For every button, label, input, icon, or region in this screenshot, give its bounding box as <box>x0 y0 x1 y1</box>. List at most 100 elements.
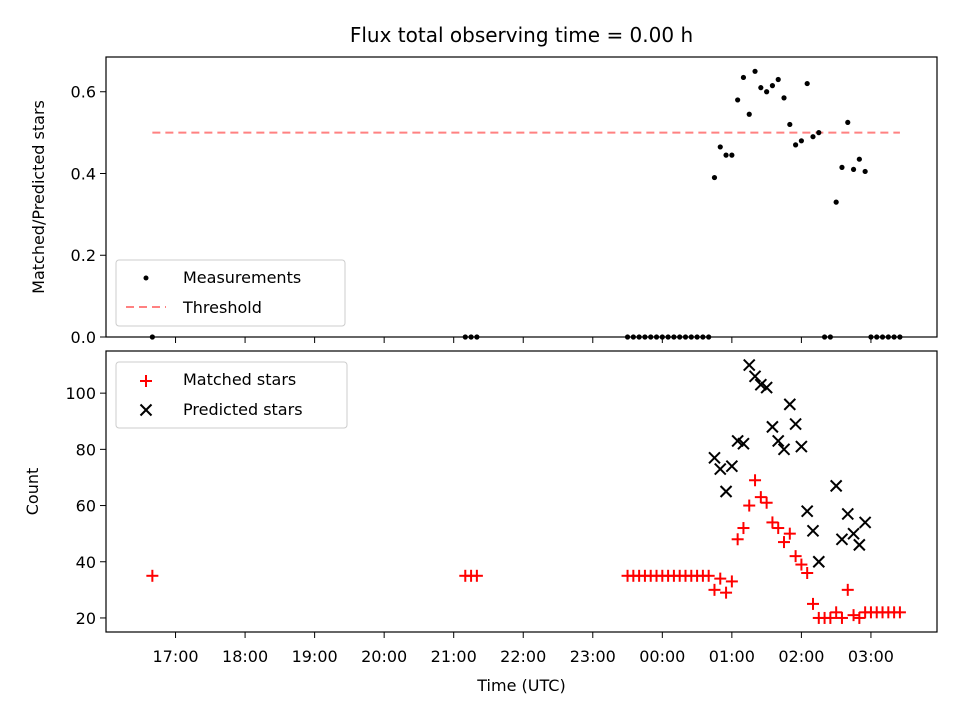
predicted-point <box>737 437 750 450</box>
x-marker-b <box>772 434 785 448</box>
predicted-point <box>760 381 773 394</box>
matched-point <box>789 550 802 563</box>
count-y-tick-label: 80 <box>76 440 96 459</box>
x-tick-label: 02:00 <box>778 647 824 666</box>
predicted-point <box>835 533 849 546</box>
matched-point <box>847 609 860 622</box>
x-marker-b <box>783 398 797 411</box>
matched-point <box>470 569 483 582</box>
measurement-point <box>793 142 799 148</box>
measurement-point <box>769 83 776 89</box>
x-marker-b <box>139 403 153 417</box>
measurement-point <box>850 166 857 173</box>
x-marker-b <box>806 524 820 538</box>
measurement-point <box>630 334 636 340</box>
measurement-point <box>845 119 851 126</box>
predicted-point <box>772 434 785 448</box>
count-legend: Matched stars Predicted stars <box>115 361 348 429</box>
measurement-point <box>856 156 862 162</box>
matched-point <box>766 516 779 529</box>
matched-point <box>749 474 762 487</box>
matched-point <box>714 572 727 585</box>
measurement-point <box>874 334 880 340</box>
predicted-point <box>806 524 820 538</box>
measurement-point <box>723 152 729 158</box>
measurement-point <box>706 334 712 340</box>
x-marker-b <box>795 440 808 453</box>
measurement-point <box>775 76 781 83</box>
measurement-point <box>885 334 891 340</box>
ratio-plot-frame <box>105 56 938 338</box>
x-marker-b <box>841 507 854 521</box>
legend-matched-label: Matched stars <box>183 370 296 389</box>
measurement-points <box>149 68 903 340</box>
measurement-point <box>636 334 642 340</box>
predicted-point <box>853 538 866 552</box>
measurement-point <box>798 138 804 144</box>
measurement-point <box>868 334 874 340</box>
matched-point <box>720 586 733 599</box>
predicted-point <box>719 485 733 498</box>
measurement-point <box>816 130 822 136</box>
measurement-point <box>648 334 654 340</box>
legend-predicted-label: Predicted stars <box>183 400 303 419</box>
matched-point <box>824 611 837 624</box>
count-plot-frame <box>105 350 938 633</box>
predicted-point <box>725 460 739 473</box>
measurement-point <box>839 164 845 170</box>
x-marker-b <box>847 527 860 540</box>
measurement-point <box>729 152 735 158</box>
x-tick-label: 18:00 <box>222 647 268 666</box>
predicted-point <box>829 479 843 493</box>
x-marker-b <box>777 443 791 456</box>
legend-measurements-label: Measurements <box>183 268 301 287</box>
x-marker-b <box>714 462 727 476</box>
measurement-point <box>879 334 886 340</box>
count-y-axis-label: Count <box>23 468 42 516</box>
measurement-point <box>468 334 474 340</box>
measurement-point <box>833 199 839 205</box>
predicted-point <box>714 462 727 476</box>
measurement-point <box>665 334 671 340</box>
measurement-point <box>717 144 723 150</box>
predicted-point <box>789 417 802 431</box>
predicted-point <box>743 358 756 372</box>
chart-title: Flux total observing time = 0.00 h <box>350 23 693 47</box>
x-marker-b <box>719 485 733 498</box>
x-marker-b <box>812 555 825 568</box>
count-y-ticks: 20 40 60 80 100 <box>65 384 106 628</box>
legend-measurements-marker <box>143 275 149 281</box>
matched-point <box>754 491 767 504</box>
measurement-point <box>810 134 816 140</box>
measurement-point <box>149 334 155 340</box>
measurement-point <box>862 168 868 175</box>
count-y-tick-label: 100 <box>65 384 96 403</box>
matched-point <box>893 606 906 619</box>
ratio-legend: Measurements Threshold <box>115 259 346 327</box>
predicted-point <box>748 370 762 383</box>
measurement-point <box>474 334 480 340</box>
measurement-point <box>462 334 468 340</box>
matched-point <box>737 522 750 535</box>
matched-point <box>772 522 785 535</box>
legend-predicted-marker <box>139 403 153 417</box>
legend-plus <box>140 375 152 387</box>
count-y-tick-label: 20 <box>76 609 96 628</box>
predicted-point <box>858 516 872 529</box>
measurement-point <box>827 334 833 340</box>
measurement-point <box>752 68 758 74</box>
legend-threshold-label: Threshold <box>182 298 262 317</box>
x-marker-b <box>853 538 866 552</box>
predicted-point <box>783 398 797 411</box>
x-marker-b <box>760 381 773 394</box>
measurement-point <box>821 334 828 340</box>
matched-point <box>841 583 854 596</box>
measurement-point <box>735 97 741 103</box>
predicted-point <box>777 443 791 456</box>
x-marker-b <box>789 417 802 431</box>
x-marker-b <box>835 533 849 546</box>
measurement-point <box>746 111 752 117</box>
predicted-point <box>708 451 721 464</box>
measurement-point <box>891 334 897 340</box>
